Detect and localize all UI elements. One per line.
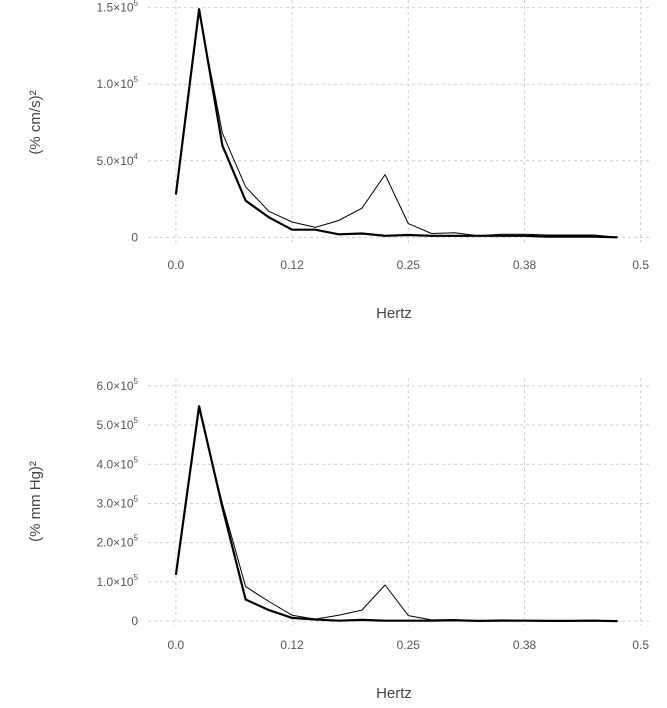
x-tick-label: 0.5: [632, 638, 649, 652]
y-tick-label: 0: [131, 614, 138, 628]
y-axis-title: (% mm Hg)²: [27, 461, 44, 542]
x-tick-label: 0.25: [397, 258, 421, 272]
x-tick-label: 0.38: [513, 638, 537, 652]
x-tick-label: 0.5: [632, 258, 649, 272]
x-tick-label: 0.25: [397, 638, 421, 652]
chart-panel-pressure: 0.0 0.12 0.25 0.38 0.5 0 1.0×105 2.0×105 3.0×105…: [27, 377, 650, 702]
x-tick-label: 0.12: [280, 258, 304, 272]
y-tick-label: 6.0×105: [97, 377, 139, 393]
y-axis-title: (% cm/s)²: [27, 90, 44, 154]
series-line-thick: [174, 8, 618, 239]
y-tick-label: 3.0×105: [97, 494, 139, 510]
series-line-thin: [175, 11, 618, 238]
series-line-thick: [174, 405, 618, 623]
y-tick-label: 2.0×105: [97, 534, 139, 550]
x-tick-label: 0.38: [513, 258, 537, 272]
y-tick-label: 5.0×105: [97, 416, 139, 432]
y-tick-label: 0: [131, 230, 138, 244]
x-tick-label: 0.0: [168, 638, 185, 652]
x-tick-label: 0.12: [280, 638, 304, 652]
y-tick-label: 1.5×105: [97, 0, 139, 15]
x-axis-title: Hertz: [376, 685, 412, 702]
y-tick-label: 1.0×105: [97, 75, 139, 91]
y-tick-label: 4.0×105: [97, 455, 139, 471]
x-axis-title: Hertz: [376, 305, 412, 322]
y-tick-label: 1.0×105: [97, 573, 139, 589]
x-tick-label: 0.0: [168, 258, 185, 272]
y-tick-label: 5.0×104: [97, 152, 139, 168]
chart-panel-velocity: 0.0 0.12 0.25 0.38 0.5 0 5.0×104 1.0×105 1.5×105…: [27, 0, 650, 322]
